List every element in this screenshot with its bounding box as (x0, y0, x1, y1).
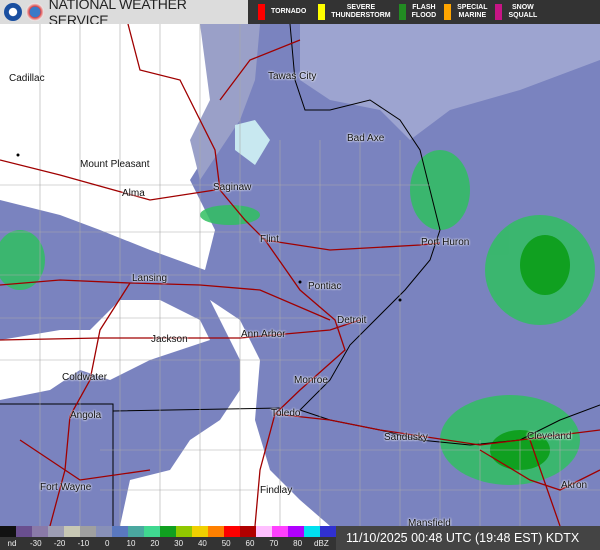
city-label: Cadillac (9, 73, 45, 84)
scale-swatch (112, 526, 128, 537)
scale-swatch (208, 526, 224, 537)
scale-swatch (80, 526, 96, 537)
scale-swatch (128, 526, 144, 537)
warning-flash: FLASH FLOOD (398, 4, 437, 20)
scale-swatch (272, 526, 288, 537)
city-label: Fort Wayne (40, 482, 92, 493)
color-scale (0, 526, 336, 537)
city-label: Cleveland (527, 431, 572, 442)
noaa-logo (4, 3, 22, 21)
scale-tick: 40 (197, 539, 207, 548)
city-label: Detroit (337, 315, 367, 326)
radar-map[interactable] (0, 24, 600, 526)
scale-swatch (144, 526, 160, 537)
city-label: Mansfield (408, 518, 451, 529)
county-lines (0, 24, 600, 526)
scale-tick: 20 (150, 539, 160, 548)
scale-swatch (32, 526, 48, 537)
lake-shoreline (289, 24, 600, 446)
scale-tick: 30 (174, 539, 184, 548)
warning-label: FLASH FLOOD (411, 4, 437, 19)
warning-label: SEVERE THUNDERSTORM (331, 4, 391, 19)
reflectivity-legend: nd -30 -20 -10 0 10 20 30 40 50 60 70 80 dBZ (0, 526, 336, 550)
city-label: Jackson (151, 334, 188, 345)
scale-swatch (16, 526, 32, 537)
scale-tick: -30 (30, 539, 42, 548)
city-label: Flint (260, 234, 279, 245)
scale-swatch (224, 526, 240, 537)
city-label: Bad Axe (347, 133, 385, 144)
city-label: Monroe (294, 375, 328, 386)
city-label: Lansing (132, 273, 168, 284)
warning-swatch (495, 4, 503, 20)
warning-special: SPECIAL MARINE (444, 4, 487, 20)
scale-swatch (160, 526, 176, 537)
scale-tick: 80 (293, 539, 303, 548)
scale-swatch (288, 526, 304, 537)
warning-label: TORNADO (271, 8, 307, 15)
warning-tornado: TORNADO (258, 4, 306, 20)
scale-tick: nd (7, 539, 17, 548)
city-label: Tawas City (268, 71, 317, 82)
city-label: Alma (122, 188, 145, 199)
state-border (0, 403, 281, 526)
city-label: Akron (561, 480, 588, 491)
header-bar: NATIONAL WEATHER SERVICE TORNADO SEVERE T… (0, 0, 600, 28)
city-label: Mount Pleasant (80, 159, 150, 170)
scale-tick: 60 (245, 539, 255, 548)
city-label: Angola (70, 410, 102, 421)
scale-tick: dBZ (314, 539, 329, 548)
city-label: Coldwater (62, 372, 108, 383)
city-label: Ann Arbor (241, 329, 286, 340)
warning-label: SPECIAL MARINE (457, 4, 488, 19)
scale-tick: -20 (53, 539, 66, 548)
scale-ticks: nd -30 -20 -10 0 10 20 30 40 50 60 70 80 dBZ (0, 537, 336, 550)
scale-swatch (256, 526, 272, 537)
scale-swatch (192, 526, 208, 537)
scale-tick: 50 (221, 539, 231, 548)
scale-tick: 70 (269, 539, 279, 548)
highways (0, 24, 600, 526)
warning-legend: TORNADO SEVERE THUNDERSTORM FLASH FLOOD SPE… (248, 0, 600, 24)
city-label: Sandusky (384, 432, 428, 443)
city-label: Findlay (260, 485, 293, 496)
scale-swatch (0, 526, 16, 537)
warning-snow: SNOW SQUALL (495, 4, 537, 20)
nws-logo (25, 3, 44, 21)
warning-swatch (318, 4, 326, 20)
city-label: Toledo (271, 408, 301, 419)
city-label: Port Huron (421, 237, 470, 248)
warning-severe: SEVERE THUNDERSTORM (318, 4, 391, 20)
scale-swatch (320, 526, 336, 537)
scale-tick: 10 (126, 539, 136, 548)
saginaw-bay-light (235, 120, 270, 165)
scale-swatch (176, 526, 192, 537)
nws-brand[interactable]: NATIONAL WEATHER SERVICE (0, 0, 248, 28)
city-label: Saginaw (213, 182, 252, 193)
timestamp-station: 11/10/2025 00:48 UTC (19:48 EST) KDTX (336, 526, 600, 550)
scale-swatch (96, 526, 112, 537)
warning-swatch (444, 4, 452, 20)
city-label: Pontiac (308, 281, 342, 292)
scale-swatch (64, 526, 80, 537)
warning-swatch (398, 4, 406, 20)
warning-label: SNOW SQUALL (508, 4, 538, 19)
lake-huron-clear (300, 24, 600, 140)
scale-swatch (48, 526, 64, 537)
scale-swatch (304, 526, 320, 537)
scale-swatch (240, 526, 256, 537)
scale-tick: 0 (104, 539, 110, 548)
city-dots (16, 153, 402, 302)
radar-echo-light (190, 24, 260, 180)
warning-swatch (258, 4, 265, 20)
scale-tick: -10 (77, 539, 90, 548)
